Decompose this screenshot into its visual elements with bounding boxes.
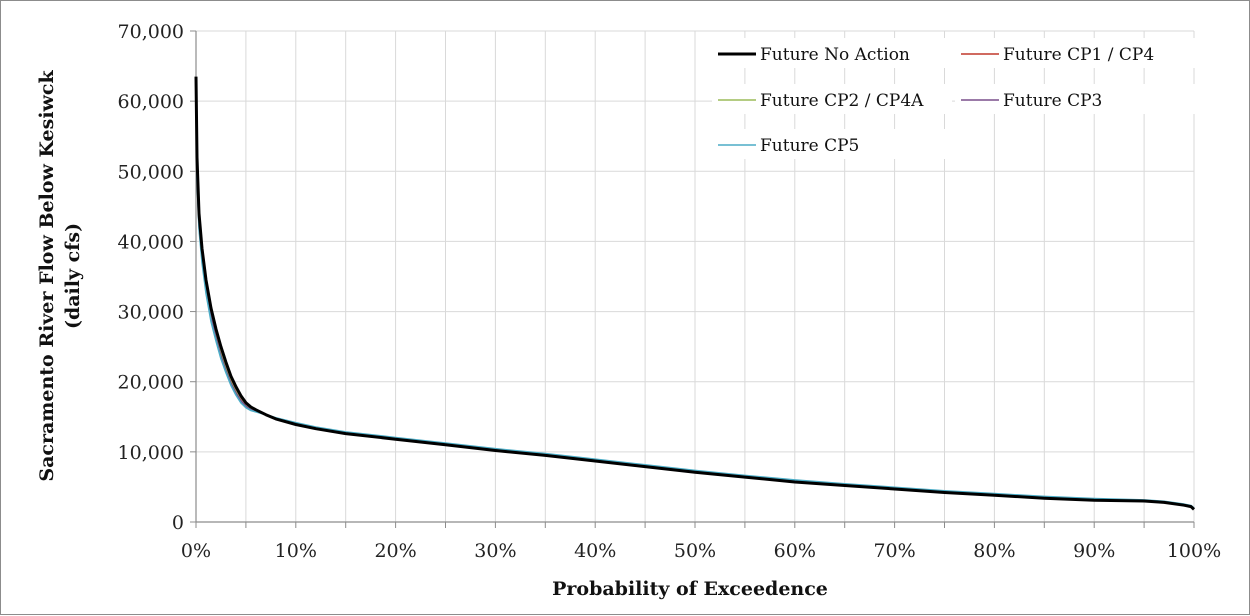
legend-entry-bg <box>712 129 952 159</box>
y-tick-label: 60,000 <box>118 91 184 113</box>
y-tick-label: 20,000 <box>118 372 184 394</box>
y-tick-label: 10,000 <box>118 442 184 464</box>
series-layer <box>194 76 1196 511</box>
x-tick-label: 80% <box>973 540 1015 562</box>
x-tick-label: 20% <box>374 540 416 562</box>
y-tick-label: 30,000 <box>118 302 184 324</box>
x-tick-label: 90% <box>1073 540 1115 562</box>
legend-label: Future CP5 <box>760 136 859 156</box>
legend-label: Future CP1 / CP4 <box>1003 45 1154 65</box>
series-line-future-cp5 <box>195 94 1195 509</box>
x-tick-label: 10% <box>275 540 317 562</box>
x-tick-label: 60% <box>774 540 816 562</box>
y-tick-label: 50,000 <box>118 161 184 183</box>
x-tick-label: 70% <box>873 540 915 562</box>
x-tick-label: 100% <box>1167 540 1221 562</box>
legend: Future No Action Future CP1 / CP4 Future C… <box>712 38 1195 159</box>
legend-label: Future CP3 <box>1003 91 1102 111</box>
x-tick-label: 40% <box>574 540 616 562</box>
legend-label: Future CP2 / CP4A <box>760 91 924 111</box>
series-line-future-no-action <box>194 76 1196 511</box>
y-axis-title: Sacramento River Flow Below Kesiwck (dai… <box>36 70 84 482</box>
x-axis-title: Probability of Exceedence <box>552 578 828 600</box>
x-tick-label: 0% <box>181 540 211 562</box>
y-tick-label: 70,000 <box>118 21 184 43</box>
y-tick-label: 0 <box>172 512 184 534</box>
tick-labels: 0 10,000 20,000 30,000 40,000 50,000 60,000 70,… <box>118 21 1222 562</box>
y-axis-title-line1: Sacramento River Flow Below Kesiwck <box>36 70 58 482</box>
legend-entry-bg <box>955 84 1195 114</box>
y-tick-label: 40,000 <box>118 231 184 253</box>
x-tick-label: 30% <box>474 540 516 562</box>
legend-label: Future No Action <box>760 45 910 65</box>
legend-entry-bg <box>955 38 1195 68</box>
y-axis-title-line2: (daily cfs) <box>62 223 84 329</box>
x-tick-label: 50% <box>674 540 716 562</box>
legend-entry-bg <box>712 84 952 114</box>
